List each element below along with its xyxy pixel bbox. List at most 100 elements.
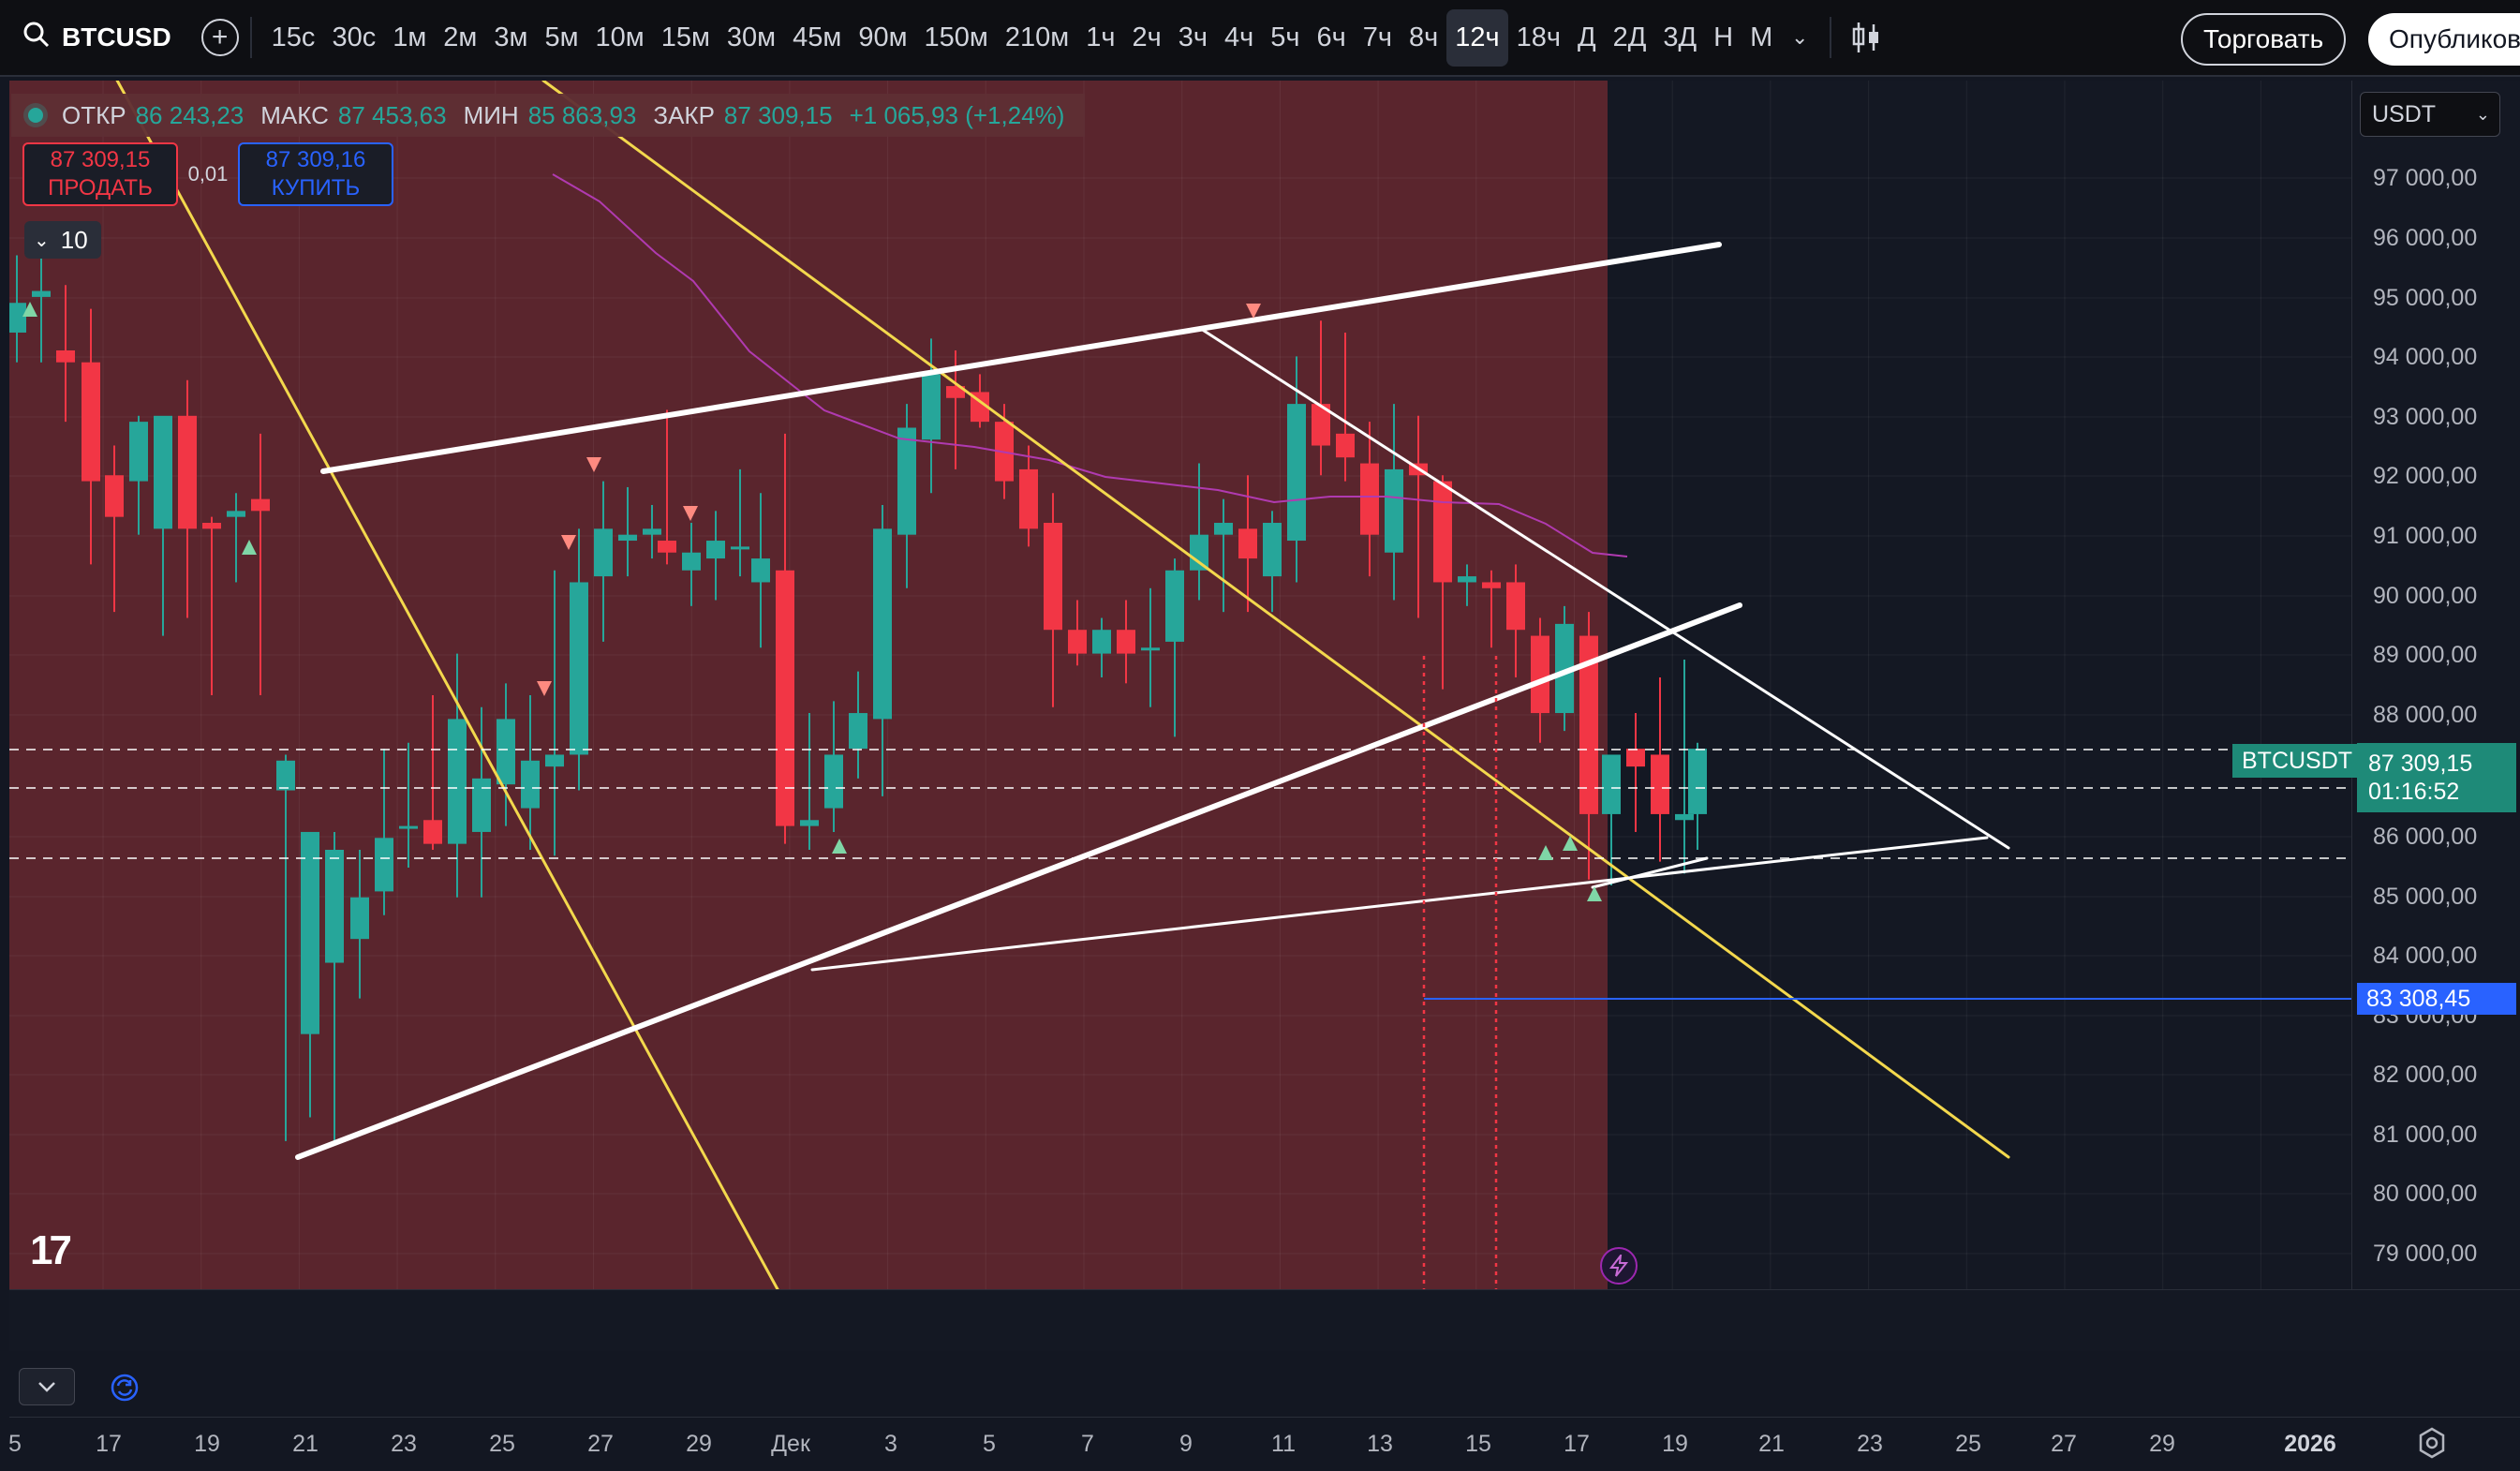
buy-signal-marker <box>1563 836 1578 851</box>
candle-body <box>1626 749 1645 767</box>
chart-canvas[interactable] <box>9 81 2351 1289</box>
interval-7ч[interactable]: 7ч <box>1362 22 1392 52</box>
spread-value: 0,01 <box>187 162 229 186</box>
candle-body <box>472 778 491 832</box>
candle-body <box>618 534 637 542</box>
interval-2м[interactable]: 2м <box>443 22 478 52</box>
interval-30м[interactable]: 30м <box>726 22 777 52</box>
interval-10м[interactable]: 10м <box>595 22 645 52</box>
price-tick: 93 000,00 <box>2373 404 2478 430</box>
interval-Н[interactable]: Н <box>1713 22 1734 52</box>
last-price: 87 309,15 <box>2368 750 2473 777</box>
candle-body <box>423 820 442 844</box>
flash-icon[interactable] <box>1600 1247 1638 1285</box>
candle-body <box>1651 754 1669 814</box>
candle-body <box>82 362 100 482</box>
sell-price: 87 309,15 <box>50 147 151 172</box>
candle-body <box>1092 630 1111 654</box>
candle-body <box>1238 528 1257 559</box>
interval-15с[interactable]: 15с <box>271 22 316 52</box>
price-tick: 90 000,00 <box>2373 583 2478 609</box>
interval-8ч[interactable]: 8ч <box>1408 22 1439 52</box>
quantity-selector[interactable]: ⌄ 10 <box>24 221 101 259</box>
time-tick: 7 <box>1081 1431 1094 1457</box>
series-tag: BTCUSDT <box>2232 744 2363 778</box>
interval-90м[interactable]: 90м <box>858 22 908 52</box>
buy-signal-marker <box>1538 845 1553 860</box>
time-tick: 21 <box>1758 1431 1785 1457</box>
sell-button[interactable]: 87 309,15 ПРОДАТЬ <box>22 142 178 206</box>
interval-4ч[interactable]: 4ч <box>1223 22 1254 52</box>
currency-select[interactable]: USDT ⌄ <box>2360 92 2500 137</box>
highlight-region <box>9 81 1608 1289</box>
time-tick: Дек <box>771 1431 810 1457</box>
change-value: +1 065,93 (+1,24%) <box>849 100 1065 129</box>
refresh-icon[interactable] <box>107 1370 142 1405</box>
trendline-yellow <box>541 81 2010 1159</box>
gear-icon[interactable] <box>2414 1426 2450 1462</box>
candle-body <box>1458 576 1476 583</box>
interval-12ч[interactable]: 12ч <box>1446 8 1508 67</box>
interval-3Д[interactable]: 3Д <box>1663 22 1697 52</box>
time-tick: 17 <box>96 1431 122 1457</box>
publish-button[interactable]: Опубликовать <box>2368 13 2520 66</box>
interval-2Д[interactable]: 2Д <box>1612 22 1647 52</box>
trendline-white <box>320 242 1722 474</box>
time-tick: 29 <box>686 1431 712 1457</box>
candle-body <box>751 558 770 583</box>
price-tick: 82 000,00 <box>2373 1062 2478 1088</box>
chevron-down-icon[interactable]: ⌄ <box>1791 25 1809 49</box>
candle-body <box>178 415 197 529</box>
candle-body <box>105 475 124 517</box>
interval-3м[interactable]: 3м <box>494 22 528 52</box>
buy-signal-marker <box>832 839 847 854</box>
interval-1ч[interactable]: 1ч <box>1086 22 1116 52</box>
interval-5ч[interactable]: 5ч <box>1270 22 1300 52</box>
top-toolbar: BTCUSD + 15с 30с 1м 2м 3м 5м 10м 15м 30м 45м 90м 15… <box>0 0 2520 77</box>
interval-1м[interactable]: 1м <box>393 22 427 52</box>
time-tick: 25 <box>1955 1431 1981 1457</box>
interval-3ч[interactable]: 3ч <box>1178 22 1208 52</box>
interval-2ч[interactable]: 2ч <box>1132 22 1162 52</box>
interval-150м[interactable]: 150м <box>924 22 988 52</box>
time-tick: 5 <box>983 1431 996 1457</box>
candle-body <box>32 290 51 297</box>
interval-210м[interactable]: 210м <box>1004 22 1070 52</box>
time-tick: 29 <box>2149 1431 2175 1457</box>
price-axis[interactable]: 97 000,00 96 000,00 95 000,00 94 000,00 93 0… <box>2351 81 2520 1289</box>
time-axis[interactable]: 5 17 19 21 23 25 27 29 Дек 3 5 7 9 11 13 15 17 19 21 23 25 27… <box>8 1417 2520 1471</box>
trade-button[interactable]: Торговать <box>2181 13 2347 66</box>
candle-body <box>824 754 843 809</box>
sell-signal-marker <box>683 506 698 521</box>
price-tick: 79 000,00 <box>2373 1241 2478 1267</box>
candles-icon[interactable] <box>1843 14 1890 61</box>
interval-18ч[interactable]: 18ч <box>1516 22 1561 52</box>
interval-М[interactable]: М <box>1750 22 1773 52</box>
tradingview-logo[interactable]: 17 <box>30 1227 72 1273</box>
symbol-search[interactable]: BTCUSD <box>13 7 181 68</box>
time-tick: 17 <box>1564 1431 1590 1457</box>
time-tick: 19 <box>194 1431 220 1457</box>
sell-label: ПРОДАТЬ <box>48 175 153 201</box>
low-value: 85 863,93 <box>527 100 637 129</box>
candle-body <box>1165 570 1184 642</box>
add-symbol-icon[interactable]: + <box>200 19 239 56</box>
interval-15м[interactable]: 15м <box>660 22 710 52</box>
collapse-panel-button[interactable] <box>19 1368 75 1405</box>
buy-button[interactable]: 87 309,16 КУПИТЬ <box>238 142 393 206</box>
interval-30с[interactable]: 30с <box>332 22 377 52</box>
time-tick: 2026 <box>2284 1431 2336 1457</box>
candle-body <box>1360 463 1379 535</box>
interval-6ч[interactable]: 6ч <box>1316 22 1346 52</box>
interval-Д[interactable]: Д <box>1577 22 1596 52</box>
candle-body <box>1433 481 1452 583</box>
interval-5м[interactable]: 5м <box>544 22 579 52</box>
chart-pane[interactable] <box>9 81 2351 1289</box>
interval-45м[interactable]: 45м <box>793 22 842 52</box>
candle-body <box>594 528 613 577</box>
quantity-value: 10 <box>60 225 88 254</box>
candle-body <box>545 754 564 767</box>
candle-body <box>1044 523 1062 631</box>
toolbar-divider <box>1830 17 1832 58</box>
